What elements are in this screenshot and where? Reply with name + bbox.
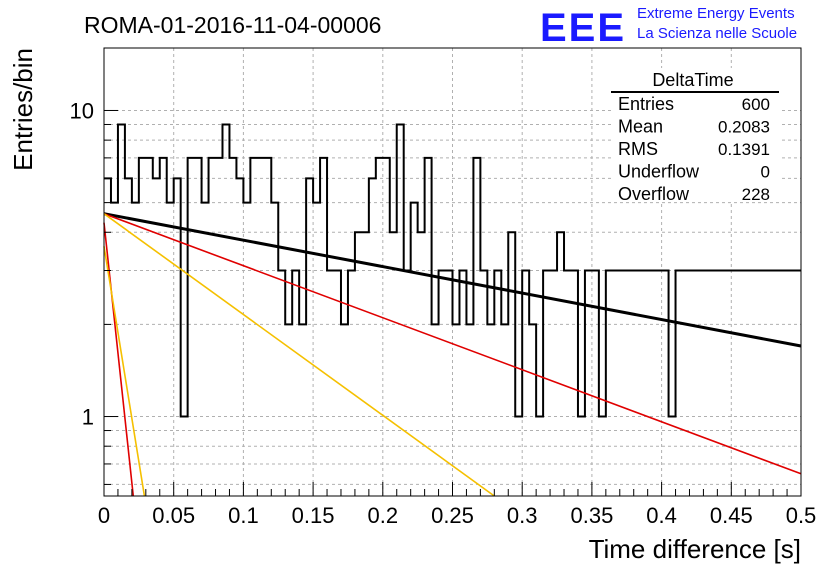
x-axis-label: Time difference [s]: [589, 534, 801, 564]
stats-label: Overflow: [618, 184, 690, 204]
stats-label: Mean: [618, 117, 663, 137]
stats-rows: Entries 600 Mean 0.2083 RMS 0.1391 Underflow 0 O…: [618, 94, 770, 204]
x-tick-label: 0.25: [431, 503, 474, 528]
logo-mark: EEE: [540, 6, 626, 50]
x-tick-label: 0.45: [710, 503, 753, 528]
logo-line1: Extreme Energy Events: [637, 5, 795, 22]
stats-value: 228: [742, 185, 770, 204]
stats-box-bg: [611, 68, 781, 202]
y-tick-label: 10: [70, 98, 94, 123]
stats-label: RMS: [618, 139, 658, 159]
stats-value: 0: [761, 163, 770, 182]
stats-title: DeltaTime: [652, 70, 733, 90]
stats-value: 0.2083: [718, 118, 770, 137]
y-axis: 1 10: [70, 98, 118, 485]
x-tick-label: 0.15: [292, 503, 335, 528]
fit-lines: [103, 212, 802, 497]
stats-label: Underflow: [618, 162, 700, 182]
chart-title: ROMA-01-2016-11-04-00006: [84, 12, 381, 38]
fit-line-2: [103, 212, 802, 475]
eee-logo: EEE Extreme Energy Events La Scienza nel…: [540, 5, 797, 50]
y-axis-label: Entries/bin: [8, 48, 38, 171]
x-tick-label: 0.3: [507, 503, 538, 528]
x-tick-label: 0.2: [368, 503, 399, 528]
x-tick-label: 0.4: [646, 503, 677, 528]
fit-line-3: [103, 213, 495, 497]
logo-line2: La Scienza nelle Scuole: [637, 25, 797, 42]
stats-value: 0.1391: [718, 140, 770, 159]
x-tick-label: 0.1: [228, 503, 259, 528]
fit-line-1: [103, 212, 802, 348]
histogram-step: [104, 123, 801, 418]
x-tick-label: 0.05: [152, 503, 195, 528]
stats-box: DeltaTime Entries 600 Mean 0.2083 RMS 0.1391 U…: [611, 68, 781, 204]
x-tick-label: 0.5: [786, 503, 817, 528]
histogram-bars: [104, 123, 801, 418]
x-axis: 0 0.05 0.1 0.15 0.2 0.25 0.3 0.35 0.4 0.45 0.5: [98, 482, 816, 528]
x-tick-label: 0.35: [570, 503, 613, 528]
stats-label: Entries: [618, 94, 674, 114]
stats-value: 600: [742, 95, 770, 114]
fit-line-5: [103, 246, 146, 497]
y-tick-label: 1: [82, 405, 94, 430]
x-tick-label: 0: [98, 503, 110, 528]
fit-line-4: [103, 222, 135, 497]
